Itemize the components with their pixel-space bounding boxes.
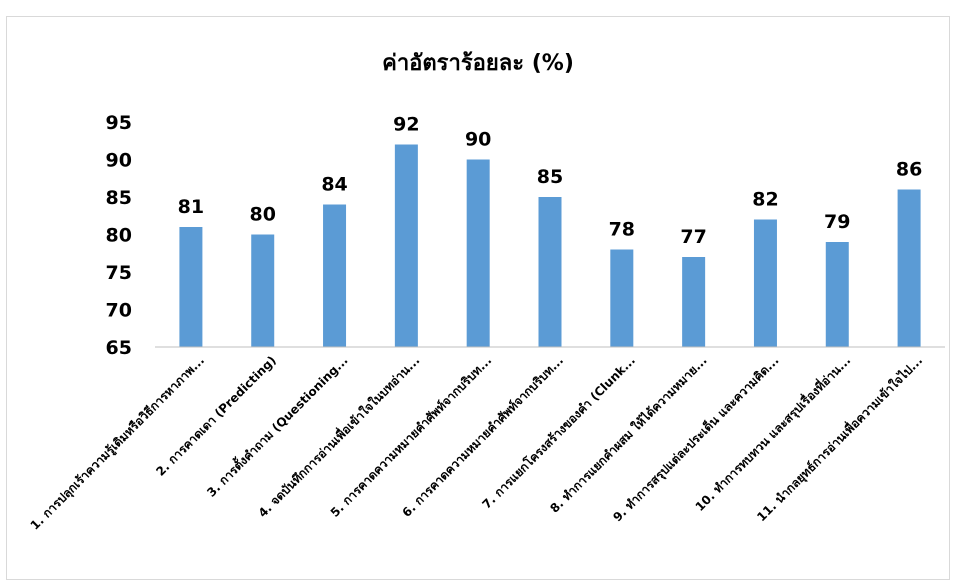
data-label: 78 bbox=[609, 219, 635, 241]
chart-title: ค่าอัตราร้อยละ (%) bbox=[382, 51, 574, 76]
bar bbox=[538, 197, 562, 347]
y-tick-label: 80 bbox=[106, 225, 132, 247]
bar bbox=[897, 189, 921, 347]
x-tick-label: 8. ทำการแยกคำผสม ให้ได้ความหมาย... bbox=[547, 353, 710, 516]
bar bbox=[323, 204, 347, 347]
bar bbox=[753, 219, 777, 347]
y-tick-label: 65 bbox=[106, 337, 132, 359]
bar bbox=[394, 144, 418, 347]
data-label: 77 bbox=[680, 226, 706, 248]
data-label: 79 bbox=[824, 211, 850, 233]
x-tick-label: 11. นำกลยุทธ์การอ่านเพื่อความเข้าใจไป... bbox=[753, 352, 926, 525]
bar bbox=[179, 227, 203, 347]
y-axis-ticks: 65 70 75 80 85 90 95 bbox=[106, 112, 132, 359]
bar bbox=[466, 159, 490, 347]
data-label: 85 bbox=[537, 166, 563, 188]
data-label: 86 bbox=[896, 159, 922, 181]
y-tick-label: 70 bbox=[106, 300, 132, 322]
data-label: 80 bbox=[250, 204, 276, 226]
x-tick-label: 3. การตั้งคำถาม (Questioning... bbox=[202, 351, 351, 500]
data-label: 90 bbox=[465, 129, 491, 151]
data-labels: 81 80 84 92 90 85 78 77 82 79 86 bbox=[178, 114, 923, 249]
x-tick-label: 5. การคาดความหมายคำศัพท์จากบริบท... bbox=[328, 353, 495, 520]
x-tick-label: 9. ทำการสรุปแต่ละประเด็น และความคิด... bbox=[610, 353, 783, 526]
bar-series bbox=[179, 144, 921, 347]
x-tick-label: 7. การแยกโครงสร้างของคำ (Clunk... bbox=[479, 353, 638, 512]
x-tick-label: 10. ทำการทบทวน และสรุปเรื่องที่อ่าน... bbox=[691, 352, 854, 515]
bar bbox=[682, 257, 706, 347]
data-label: 92 bbox=[393, 114, 419, 136]
x-axis-ticks: 1. การปลุกเร้าความรู้เดิมหรือวิธีการหาภา… bbox=[28, 351, 926, 533]
data-label: 81 bbox=[178, 196, 204, 218]
y-tick-label: 85 bbox=[106, 187, 132, 209]
x-tick-label: 2. การคาดเดา (Predicting) bbox=[153, 353, 279, 479]
data-label: 84 bbox=[321, 174, 347, 196]
x-tick-label: 4. จดบันทึกการอ่านเพื่อเข้าใจในบทอ่าน... bbox=[254, 352, 422, 520]
y-tick-label: 95 bbox=[106, 112, 132, 134]
data-label: 82 bbox=[752, 189, 778, 211]
bar bbox=[610, 249, 634, 347]
y-tick-label: 90 bbox=[106, 150, 132, 172]
x-tick-label: 6. การคาดความหมายคำศัพท์จากบริบท... bbox=[400, 353, 567, 520]
bar bbox=[825, 242, 849, 347]
y-tick-label: 75 bbox=[106, 262, 132, 284]
bar bbox=[251, 234, 275, 347]
